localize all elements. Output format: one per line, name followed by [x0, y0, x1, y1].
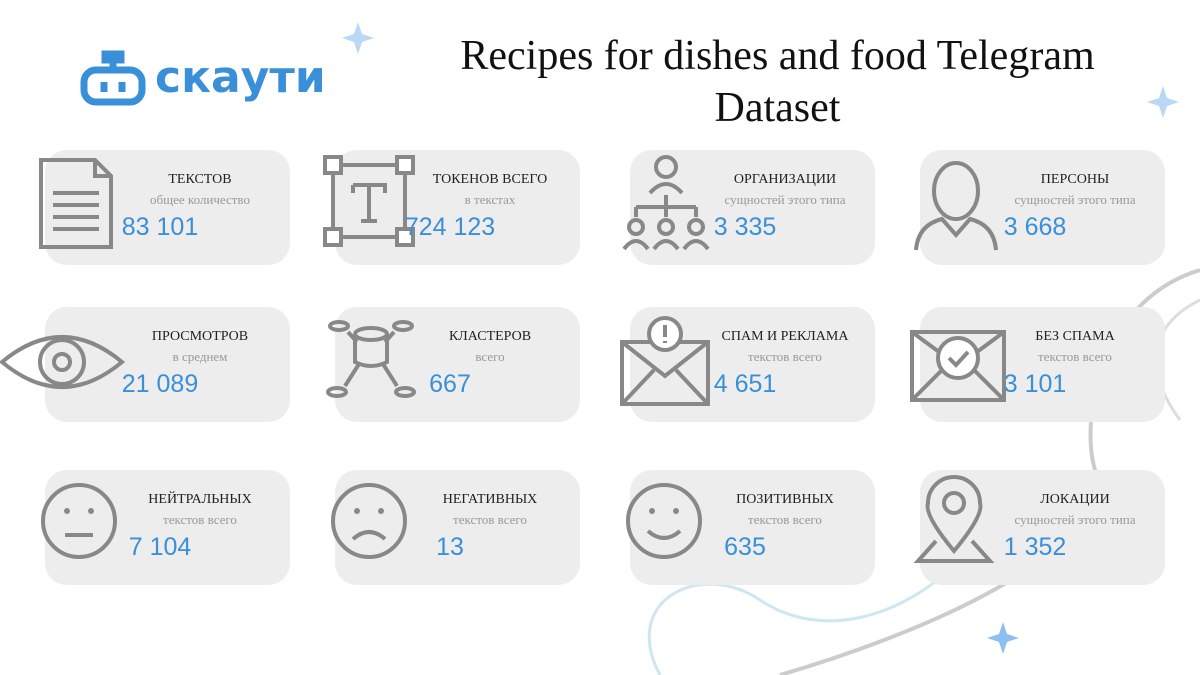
card-label: ПРОСМОТРОВ [151, 329, 249, 344]
card-label: ОРГАНИЗАЦИИ [733, 172, 837, 187]
stat-card [45, 470, 290, 585]
stat-card [335, 150, 580, 265]
card-icon [914, 161, 998, 251]
card-value: 724 123 [404, 213, 496, 241]
card-sublabel: текстов всего [453, 512, 527, 527]
card-sublabel: общее количество [150, 192, 250, 207]
card-label: НЕГАТИВНЫХ [442, 492, 538, 507]
card-icon [913, 475, 995, 563]
card-icon [41, 483, 117, 559]
card-icon [39, 158, 113, 249]
card-value: 13 [436, 533, 464, 561]
card-icon [0, 335, 126, 389]
card-value: 3 335 [713, 213, 777, 241]
card-icon [622, 155, 710, 251]
stat-card [335, 470, 580, 585]
card-label: СПАМ И РЕКЛАМА [721, 329, 849, 344]
card-sublabel: текстов всего [748, 512, 822, 527]
card-icon [626, 483, 702, 559]
stat-card [920, 150, 1165, 265]
card-label: НЕЙТРАЛЬНЫХ [148, 492, 252, 507]
card-icon [326, 320, 416, 398]
stat-card [920, 470, 1165, 585]
card-sublabel: текстов всего [163, 512, 237, 527]
card-label: БЕЗ СПАМА [1035, 329, 1115, 344]
card-value: 3 668 [1003, 213, 1067, 241]
card-sublabel: в текстах [464, 192, 516, 207]
logo-icon [80, 50, 146, 106]
card-sublabel: текстов всего [1038, 349, 1112, 364]
card-label: ПОЗИТИВНЫХ [736, 492, 834, 507]
card-value: 83 101 [121, 213, 199, 241]
card-label: ТЕКСТОВ [168, 172, 232, 187]
card-value: 7 104 [128, 533, 192, 561]
card-label: ПЕРСОНЫ [1040, 172, 1110, 187]
card-value: 1 352 [1003, 533, 1067, 561]
card-value: 4 651 [713, 370, 777, 398]
card-value: 21 089 [121, 370, 199, 398]
card-icon [331, 483, 407, 559]
card-sublabel: в среднем [172, 349, 228, 364]
card-value: 667 [429, 370, 471, 398]
card-icon [910, 330, 1006, 402]
card-value: 3 101 [1003, 370, 1067, 398]
card-value: 635 [724, 533, 766, 561]
card-label: ТОКЕНОВ ВСЕГО [432, 172, 548, 187]
card-label: КЛАСТЕРОВ [448, 329, 532, 344]
card-sublabel: сущностей этого типа [1014, 512, 1136, 527]
stat-card [630, 470, 875, 585]
card-sublabel: сущностей этого типа [1014, 192, 1136, 207]
card-icon [620, 316, 710, 406]
card-sublabel: сущностей этого типа [724, 192, 846, 207]
card-sublabel: текстов всего [748, 349, 822, 364]
title: Recipes for dishes and food Telegram Dat… [460, 33, 1095, 131]
card-icon [323, 155, 415, 247]
logo: скаути [155, 52, 326, 103]
card-sublabel: всего [475, 349, 505, 364]
card-label: ЛОКАЦИИ [1040, 492, 1110, 507]
